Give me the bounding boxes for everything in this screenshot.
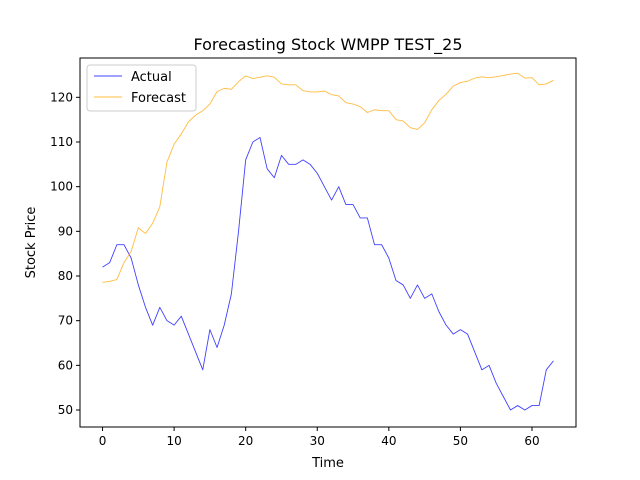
chart-title: Forecasting Stock WMPP TEST_25 bbox=[193, 35, 462, 55]
y-tick-label: 90 bbox=[58, 224, 73, 238]
plot-frame bbox=[79, 57, 577, 428]
legend-label-forecast: Forecast bbox=[131, 91, 186, 106]
y-tick-label: 120 bbox=[50, 90, 73, 104]
series-line-forecast bbox=[102, 72, 554, 283]
y-tick-label: 60 bbox=[58, 358, 73, 372]
y-tick-label: 110 bbox=[50, 135, 73, 149]
y-tick-label: 100 bbox=[50, 180, 73, 194]
x-tick-label: 20 bbox=[238, 434, 253, 448]
y-tick-label: 50 bbox=[58, 403, 73, 417]
y-tick-label: 80 bbox=[58, 269, 73, 283]
legend: Actual Forecast bbox=[86, 64, 197, 112]
x-tick-label: 40 bbox=[381, 434, 396, 448]
x-tick-label: 60 bbox=[524, 434, 539, 448]
y-axis-label: Stock Price bbox=[24, 207, 39, 279]
x-tick-label: 10 bbox=[166, 434, 181, 448]
x-tick-label: 0 bbox=[99, 434, 107, 448]
series-line-actual bbox=[102, 137, 554, 411]
x-axis: 0 10 20 30 40 50 60 bbox=[99, 427, 540, 448]
x-tick-label: 30 bbox=[310, 434, 325, 448]
y-axis: 50 60 70 80 90 100 110 120 bbox=[50, 90, 80, 417]
y-tick-label: 70 bbox=[58, 314, 73, 328]
x-axis-label: Time bbox=[311, 456, 344, 471]
plot-area bbox=[102, 72, 554, 411]
legend-label-actual: Actual bbox=[131, 70, 172, 85]
x-tick-label: 50 bbox=[453, 434, 468, 448]
